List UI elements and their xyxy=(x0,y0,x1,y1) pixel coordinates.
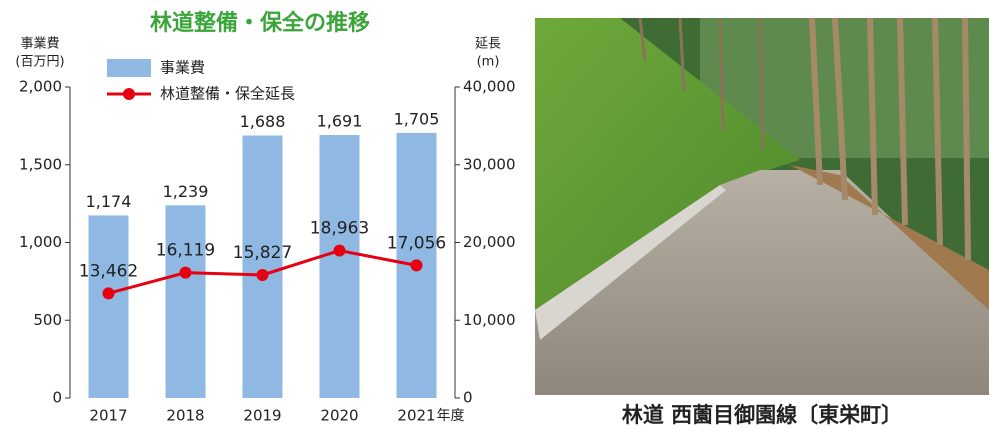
x-tick-label: 2017 xyxy=(89,407,127,425)
legend-swatch xyxy=(123,88,135,100)
photo xyxy=(535,17,989,395)
bar-value-label: 1,705 xyxy=(394,109,440,128)
line-value-label: 16,119 xyxy=(156,241,215,261)
line-value-label: 18,963 xyxy=(310,219,369,239)
bar xyxy=(88,215,129,398)
y2-tick-label: 10,000 xyxy=(463,311,516,329)
y2-tick-label: 20,000 xyxy=(463,233,516,251)
bar-value-label: 1,174 xyxy=(86,192,132,211)
y-tick-label: 500 xyxy=(33,311,62,329)
line-point xyxy=(256,268,269,281)
y-tick-label: 0 xyxy=(52,389,62,407)
line-point xyxy=(333,244,346,257)
y-tick-label: 2,000 xyxy=(19,78,62,96)
x-tick-label: 2021 xyxy=(397,407,435,425)
bar xyxy=(242,135,283,399)
y2-axis-label: (m) xyxy=(477,55,500,70)
bar-value-label: 1,239 xyxy=(163,182,209,201)
line-value-label: 13,462 xyxy=(79,261,138,281)
bar-value-label: 1,691 xyxy=(317,112,363,131)
y2-tick-label: 40,000 xyxy=(463,78,516,96)
y2-tick-label: 0 xyxy=(463,389,473,407)
chart-title: 林道整備・保全の推移 xyxy=(150,10,370,36)
bar-value-label: 1,688 xyxy=(240,112,286,131)
line-point xyxy=(410,259,423,272)
x-tick-label: 2020 xyxy=(320,407,358,425)
y-axis-label: 事業費 xyxy=(20,36,59,52)
photo-caption: 林道 西薗目御園線〔東栄町〕 xyxy=(622,403,902,427)
line-value-label: 15,827 xyxy=(233,243,292,263)
x-tick-label: 2018 xyxy=(166,407,204,425)
x-axis-label: 年度 xyxy=(437,408,465,424)
line-point xyxy=(102,287,115,300)
legend-label: 林道整備・保全延長 xyxy=(160,85,295,103)
line-point xyxy=(179,266,192,279)
y2-axis-label: 延長 xyxy=(475,37,501,52)
y2-tick-label: 30,000 xyxy=(463,155,516,173)
legend-label: 事業費 xyxy=(160,59,205,77)
legend-swatch xyxy=(107,59,151,77)
y-tick-label: 1,500 xyxy=(19,155,62,173)
y-tick-label: 1,000 xyxy=(19,233,62,251)
y-axis-label: (百万円) xyxy=(15,55,64,70)
line-value-label: 17,056 xyxy=(387,233,446,253)
bar xyxy=(165,205,206,398)
bar xyxy=(319,135,360,398)
x-tick-label: 2019 xyxy=(243,407,281,425)
